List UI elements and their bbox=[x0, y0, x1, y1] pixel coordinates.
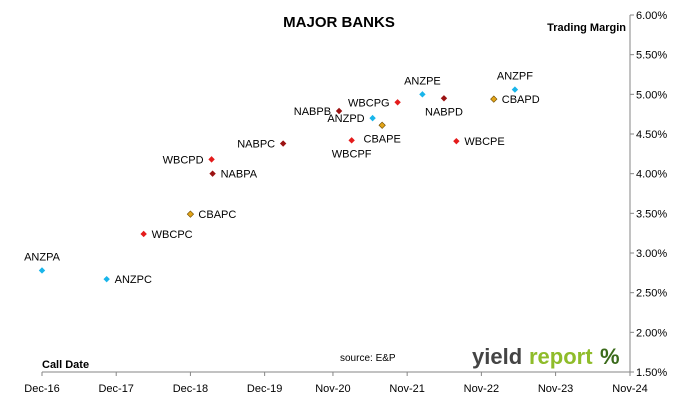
point-label-anzpc: ANZPC bbox=[115, 274, 152, 286]
point-cbapc bbox=[186, 210, 195, 218]
y-tick-label: 5.00% bbox=[636, 89, 667, 101]
point-anzpf bbox=[511, 86, 519, 93]
point-label-anzpf: ANZPF bbox=[497, 71, 533, 83]
point-label-wbcpe: WBCPE bbox=[464, 136, 504, 148]
x-axis-title: Call Date bbox=[42, 359, 89, 371]
point-nabpc bbox=[279, 140, 287, 147]
point-nabpb bbox=[335, 107, 343, 115]
y-tick-label: 2.50% bbox=[636, 288, 667, 300]
point-label-cbape: CBAPE bbox=[364, 133, 401, 145]
x-tick-label: Nov-24 bbox=[612, 383, 647, 395]
x-tick-label: Dec-16 bbox=[24, 383, 59, 395]
y-tick-label: 5.50% bbox=[636, 50, 667, 62]
y-tick-label: 4.00% bbox=[636, 169, 667, 181]
point-wbcpf bbox=[348, 137, 355, 144]
source-note: source: E&P bbox=[340, 353, 396, 364]
point-anzpa bbox=[38, 267, 46, 274]
point-label-wbcpc: WBCPC bbox=[152, 229, 193, 241]
point-wbcpc bbox=[140, 230, 147, 238]
point-label-wbcpg: WBCPG bbox=[348, 97, 390, 109]
y-tick-label: 1.50% bbox=[636, 367, 667, 379]
y-tick-label: 4.50% bbox=[636, 129, 667, 141]
x-tick-label: Dec-18 bbox=[173, 383, 208, 395]
y-tick-label: 2.00% bbox=[636, 327, 667, 339]
x-tick-label: Nov-20 bbox=[315, 383, 350, 395]
x-tick-label: Nov-23 bbox=[538, 383, 573, 395]
point-label-anzpa: ANZPA bbox=[24, 251, 61, 263]
data-points: ANZPA ANZPC WBCPC CBAPC WBCPD NABPA NABPC NABPB… bbox=[24, 71, 540, 287]
point-wbcpe bbox=[453, 137, 460, 145]
x-tick-label: Nov-22 bbox=[464, 383, 499, 395]
point-wbcpd bbox=[208, 156, 215, 163]
point-label-nabpd: NABPD bbox=[425, 106, 463, 118]
y-tick-label: 6.00% bbox=[636, 10, 667, 22]
x-tick-label: Nov-21 bbox=[389, 383, 424, 395]
logo-word-yield: yield bbox=[472, 344, 522, 369]
point-label-cbapc: CBAPC bbox=[198, 209, 236, 221]
y-tick-label: 3.00% bbox=[636, 248, 667, 260]
point-label-wbcpd: WBCPD bbox=[163, 154, 204, 166]
axes: 1.50% 2.00% 2.50% 3.00% 3.50% 4.00% 4.50% 5.00%… bbox=[24, 10, 667, 395]
point-label-anzpd: ANZPD bbox=[327, 113, 364, 125]
point-label-nabpc: NABPC bbox=[237, 139, 275, 151]
point-cbapd bbox=[490, 95, 498, 103]
point-label-nabpb: NABPB bbox=[294, 106, 331, 118]
point-nabpd bbox=[440, 95, 448, 102]
yieldreport-logo: yield report % bbox=[472, 344, 620, 369]
point-label-anzpe: ANZPE bbox=[404, 75, 441, 87]
point-label-nabpa: NABPA bbox=[221, 169, 258, 181]
point-label-wbcpf: WBCPF bbox=[332, 148, 372, 160]
point-nabpa bbox=[209, 170, 216, 177]
point-anzpc bbox=[103, 275, 110, 283]
x-tick-label: Dec-19 bbox=[247, 383, 282, 395]
point-cbape bbox=[378, 121, 386, 129]
y-axis-title: Trading Margin bbox=[547, 22, 626, 34]
logo-word-report: report bbox=[529, 344, 593, 369]
y-tick-label: 3.50% bbox=[636, 208, 667, 220]
chart-title: MAJOR BANKS bbox=[283, 14, 395, 31]
point-anzpe bbox=[419, 91, 426, 98]
point-anzpd bbox=[369, 114, 376, 122]
point-wbcpg bbox=[394, 99, 401, 106]
x-tick-label: Dec-17 bbox=[98, 383, 133, 395]
point-label-cbapd: CBAPD bbox=[502, 94, 540, 106]
logo-percent: % bbox=[600, 344, 620, 369]
